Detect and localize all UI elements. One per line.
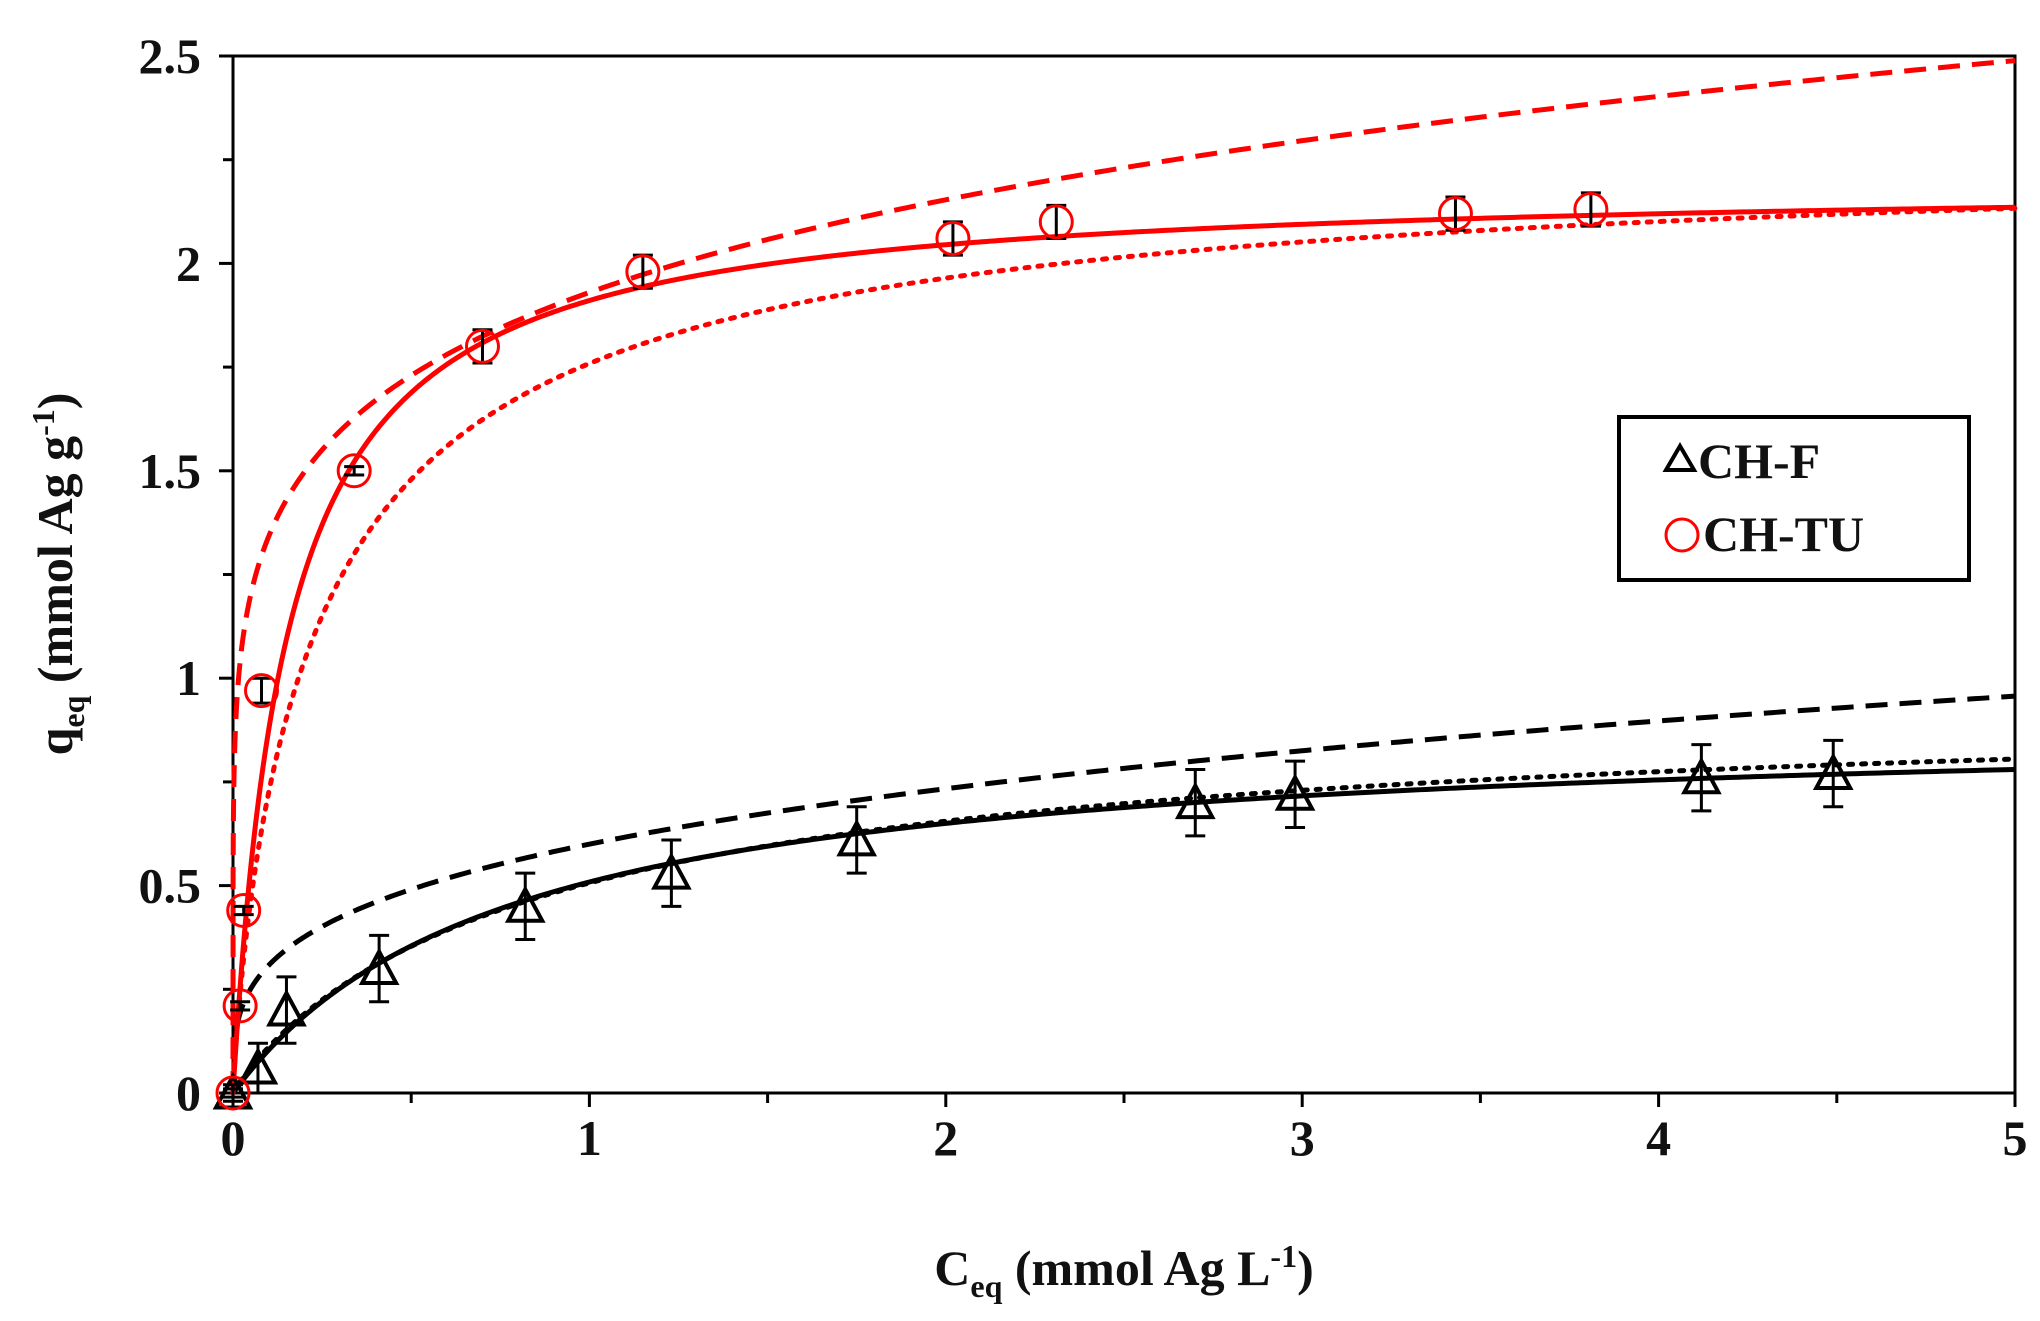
y-axis-title-end: )	[27, 393, 83, 410]
legend-label-ch-tu: CH-TU	[1703, 506, 1864, 562]
x-tick-label: 4	[1646, 1110, 1671, 1166]
data-markers	[212, 191, 1854, 1111]
y-tick-label: 0.5	[139, 858, 202, 914]
x-tick-label: 1	[577, 1110, 602, 1166]
y-axis-title-rest: (mmol Ag g	[27, 436, 83, 696]
data-point-ch-tu	[1573, 191, 1609, 227]
data-point-ch-tu	[1437, 196, 1473, 232]
y-axis-title-main: q	[27, 727, 83, 755]
y-tick-label: 0	[176, 1065, 201, 1121]
legend-box	[1617, 415, 1971, 582]
data-point-ch-f	[358, 947, 400, 986]
data-point-ch-f	[266, 988, 307, 1027]
data-point-ch-tu	[244, 673, 280, 709]
x-tick-label: 0	[221, 1110, 246, 1166]
y-axis-title-sub: eq	[55, 695, 91, 727]
x-tick-label: 2	[933, 1110, 958, 1166]
data-point-ch-f	[1174, 781, 1216, 820]
data-point-ch-f	[836, 818, 878, 857]
data-point-ch-tu	[222, 988, 258, 1024]
fit-curve-ch-tu-dotted	[230, 205, 2018, 1096]
data-point-ch-tu	[464, 328, 500, 364]
y-axis-title: qeq (mmol Ag g-1)	[25, 393, 91, 756]
tick-labels: 0 1 2 3 4 5 0 0.5 1 1.5 2 2.5	[139, 28, 2028, 1166]
legend-circle-icon	[1664, 517, 1700, 553]
x-tick-label: 5	[2003, 1110, 2028, 1166]
data-point-ch-tu	[215, 1075, 251, 1111]
fit-curves	[230, 58, 2018, 1096]
legend-label-ch-f: CH-F	[1698, 433, 1820, 489]
x-axis-title: Ceq (mmol Ag L-1)	[934, 1238, 1313, 1304]
data-point-ch-tu	[625, 254, 661, 290]
fit-curve-ch-f-solid	[231, 766, 2016, 1095]
x-axis-title-end: )	[1297, 1240, 1314, 1296]
fit-curve-ch-tu-dashed	[230, 58, 2016, 1094]
data-point-ch-tu	[935, 221, 971, 257]
x-axis-title-sup: -1	[1270, 1238, 1297, 1274]
y-tick-label: 1.5	[139, 443, 202, 499]
error-bars	[223, 191, 1844, 1103]
y-tick-label: 1	[176, 650, 201, 706]
data-point-ch-f	[237, 1046, 279, 1085]
ticks	[219, 54, 2017, 1107]
fit-curve-ch-f-dashed	[230, 693, 2016, 1094]
fit-curve-ch-tu-solid	[230, 204, 2016, 1094]
y-tick-label: 2.5	[139, 28, 202, 84]
data-point-ch-tu	[226, 892, 262, 928]
y-axis-title-sup: -1	[25, 409, 61, 436]
data-point-ch-f	[504, 885, 546, 923]
data-point-ch-tu	[336, 453, 372, 489]
fit-curve-ch-f-dotted	[230, 756, 2018, 1096]
data-point-ch-f	[212, 1071, 254, 1110]
data-point-ch-f	[1812, 752, 1854, 791]
data-point-ch-tu	[1038, 204, 1074, 240]
x-axis-title-main: C	[934, 1240, 970, 1296]
data-point-ch-f	[1681, 756, 1722, 795]
x-axis-title-rest: (mmol Ag L	[1002, 1240, 1270, 1296]
legend-triangle-icon	[1662, 442, 1698, 472]
x-tick-label: 3	[1290, 1110, 1315, 1166]
data-point-ch-f	[651, 851, 692, 890]
legend: CH-F CH-TU	[1617, 415, 1971, 582]
data-point-ch-f	[1274, 773, 1316, 811]
x-axis-title-sub: eq	[970, 1268, 1002, 1304]
y-tick-label: 2	[176, 235, 201, 291]
